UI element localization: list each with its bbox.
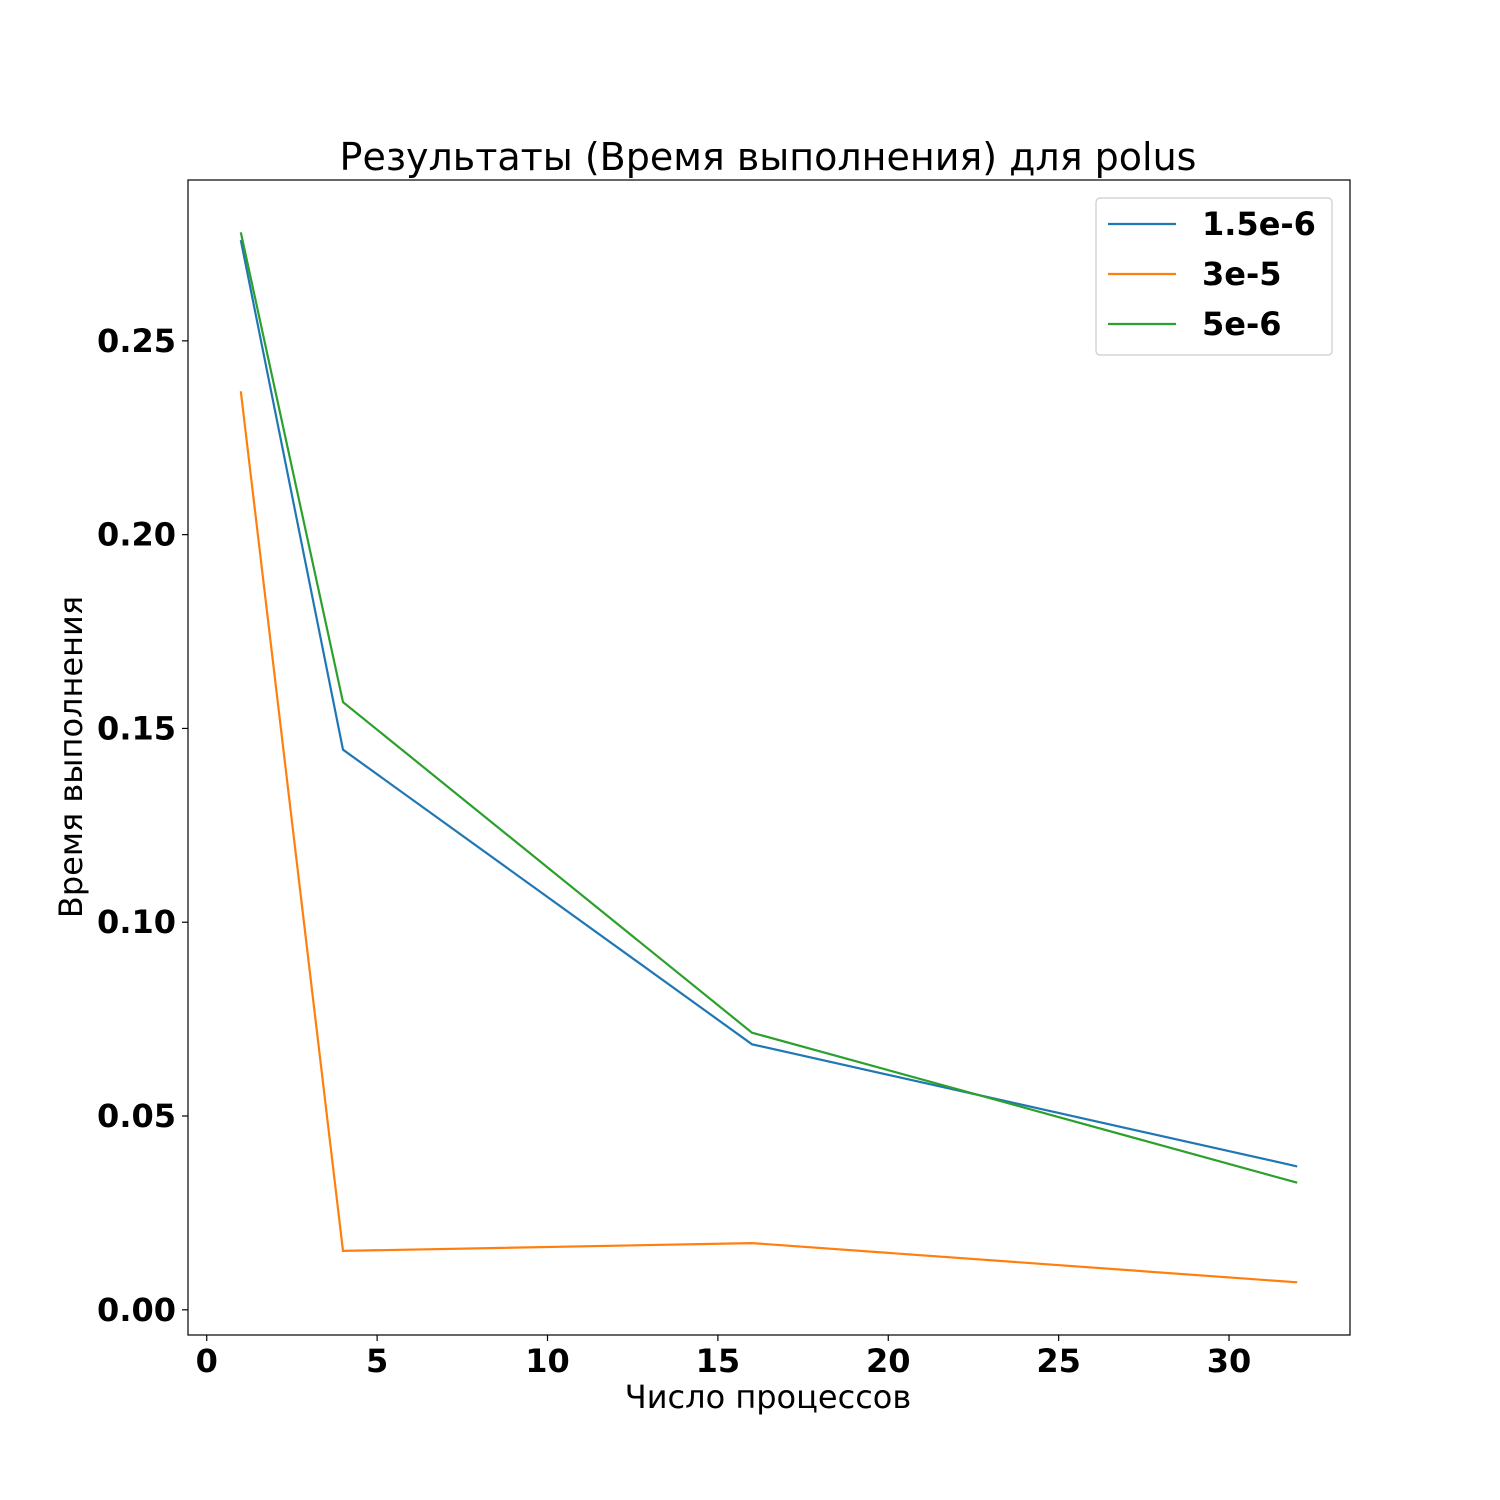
y-axis: 0.00 0.05 0.10 0.15 0.20 0.25 [97,322,188,1329]
series-line-3e-5 [239,391,1298,1284]
y-tick-label: 0.00 [97,1291,176,1329]
x-tick-label: 5 [366,1342,388,1380]
legend: 1.5e-6 3e-5 5e-6 [1095,197,1333,356]
x-tick-label: 0 [196,1342,218,1380]
plot-area [187,179,1351,1336]
x-axis-label: Число процессов [625,1378,911,1416]
x-tick-label: 20 [866,1342,911,1380]
y-axis-label: Время выполнения [52,596,90,918]
x-tick-label: 25 [1036,1342,1081,1380]
legend-label-1.5e-6: 1.5e-6 [1202,205,1316,243]
x-axis: 0 5 10 15 20 25 30 [196,1335,1252,1380]
y-tick-label: 0.25 [97,322,176,360]
x-tick-label: 30 [1207,1342,1252,1380]
y-tick-label: 0.10 [97,903,176,941]
y-tick-label: 0.15 [97,709,176,747]
legend-label-5e-6: 5e-6 [1202,305,1282,343]
y-tick-label: 0.05 [97,1097,176,1135]
series-line-5e-6 [239,232,1298,1184]
legend-frame [1095,197,1333,356]
x-tick-label: 10 [525,1342,570,1380]
legend-label-3e-5: 3e-5 [1202,255,1282,293]
chart-title: Результаты (Время выполнения) для polus [340,135,1197,179]
plot-frame [187,179,1351,1336]
series-line-1.5e-6 [239,239,1298,1168]
x-tick-label: 15 [696,1342,741,1380]
y-tick-label: 0.20 [97,516,176,554]
